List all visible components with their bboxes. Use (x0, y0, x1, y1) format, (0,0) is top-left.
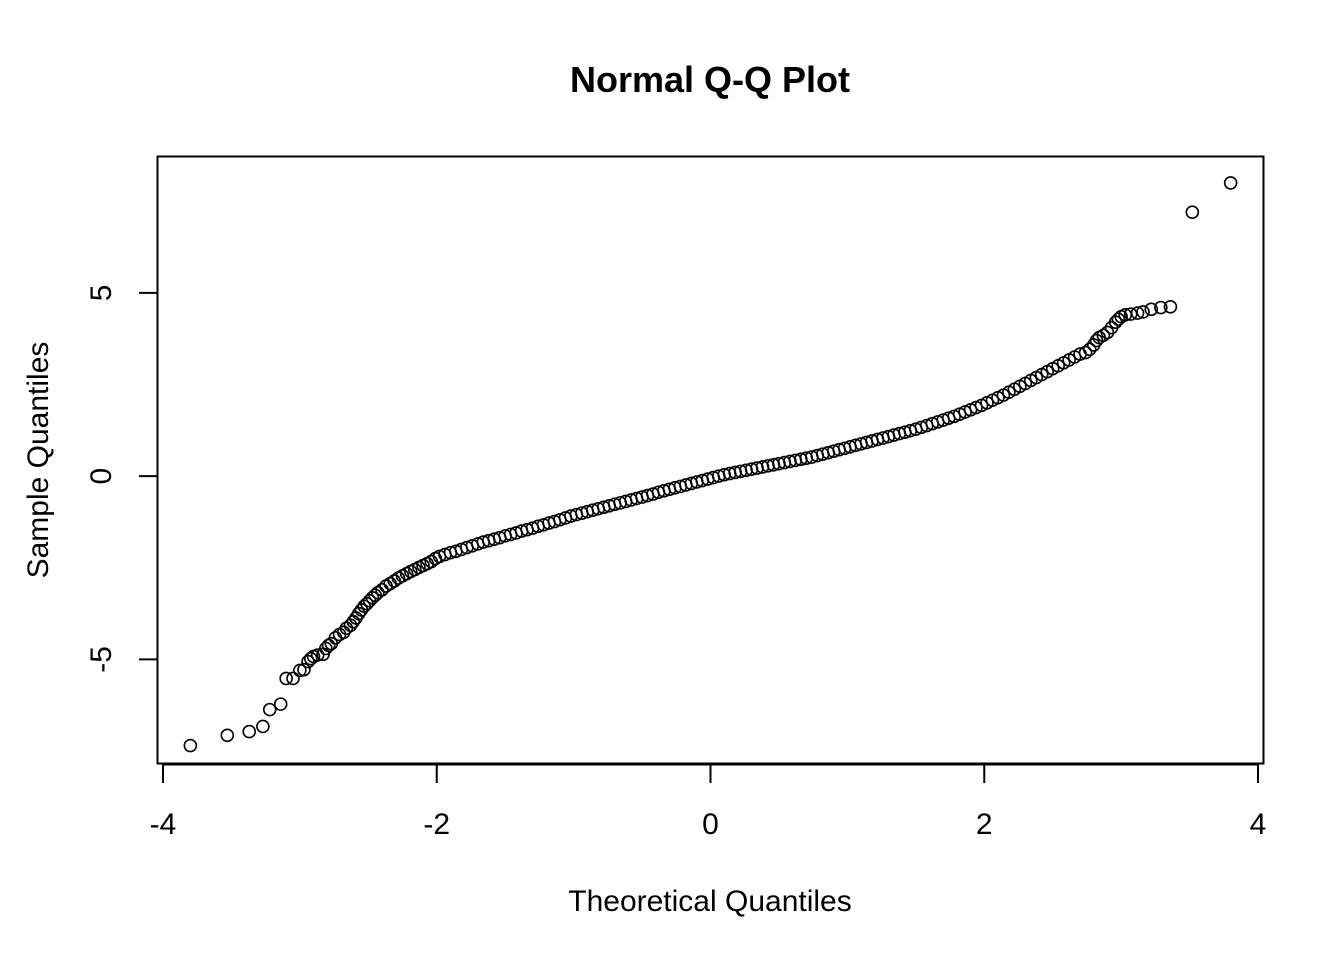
data-point (1163, 299, 1178, 314)
data-point (1078, 345, 1093, 360)
data-point (1082, 342, 1097, 357)
data-point (183, 738, 198, 753)
y-axis: -5 0 5 (85, 285, 159, 673)
data-point (273, 697, 288, 711)
y-tick-label: -5 (85, 646, 118, 673)
data-point (279, 671, 293, 686)
y-tick-label: 0 (85, 468, 118, 485)
data-point (1130, 306, 1145, 320)
data-point (256, 719, 270, 734)
data-point (321, 638, 336, 653)
data-point (1136, 305, 1150, 319)
y-tick-label: 5 (85, 285, 118, 302)
data-point (262, 702, 277, 717)
chart-title: Normal Q-Q Plot (570, 59, 850, 100)
data-point (220, 728, 235, 743)
data-point (1089, 333, 1104, 348)
data-point (336, 625, 351, 640)
x-axis: -4 -2 0 2 4 (150, 763, 1267, 841)
data-point (1144, 302, 1159, 317)
data-point (242, 724, 257, 739)
data-point (304, 651, 318, 666)
x-tick-label: -2 (423, 808, 450, 841)
x-tick-label: 0 (702, 808, 719, 841)
x-axis-title: Theoretical Quantiles (568, 885, 851, 918)
data-points (183, 176, 1238, 753)
x-tick-label: -4 (150, 808, 177, 841)
data-point (1096, 328, 1111, 343)
y-axis-title: Sample Quantiles (22, 342, 55, 579)
data-point (297, 662, 311, 677)
data-point (1185, 205, 1200, 220)
data-point (1100, 325, 1115, 340)
data-point (1223, 176, 1238, 190)
data-point (286, 671, 300, 686)
data-point (1111, 312, 1126, 327)
x-tick-label: 4 (1250, 808, 1267, 841)
data-point (310, 648, 325, 662)
data-point (371, 585, 385, 600)
data-point (1154, 300, 1168, 315)
x-tick-label: 2 (976, 808, 993, 841)
